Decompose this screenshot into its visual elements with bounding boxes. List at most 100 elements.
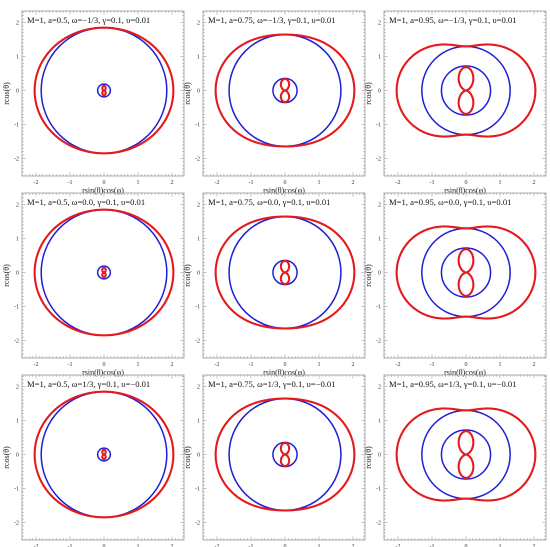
y-tick-label: -1 xyxy=(376,123,381,129)
y-axis-label: rcos(θ) xyxy=(2,446,11,469)
y-tick-label: 1 xyxy=(16,237,19,243)
outer-ergosurface-curve xyxy=(33,390,175,519)
x-tick-label: 2 xyxy=(352,362,355,368)
y-axis-label: rcos(θ) xyxy=(2,82,11,105)
y-axis-label: rcos(θ) xyxy=(364,446,373,469)
y-tick-label: -2 xyxy=(14,339,19,345)
outer-ergosurface-curve xyxy=(214,33,356,148)
x-tick-label: 1 xyxy=(499,544,502,547)
inner-ergosurface-curve xyxy=(457,248,475,297)
x-tick-label: -2 xyxy=(215,544,220,547)
x-tick-label: 2 xyxy=(171,180,174,186)
panel-title: M=1, a=0.75, ω=0.0, γ=0.1, υ=0.01 xyxy=(208,197,330,207)
y-tick-label: -2 xyxy=(376,521,381,527)
y-tick-label: 2 xyxy=(378,203,381,209)
outer-ergosurface-curve xyxy=(395,225,537,320)
x-tick-label: 0 xyxy=(103,180,106,186)
inner-horizon-curve xyxy=(96,83,112,98)
x-tick-label: -1 xyxy=(249,362,254,368)
y-tick-label: 2 xyxy=(16,203,19,209)
plot-frame xyxy=(21,374,185,541)
panel-title: M=1, a=0.95, ω=0.0, γ=0.1, υ=0.01 xyxy=(389,197,511,207)
outer-ergosurface-curve xyxy=(395,43,537,138)
plot-frame xyxy=(383,374,547,541)
panel-6: -2 -1 0 1 2 2 1 0 -1 -2 rsin(θ)cos(φ) rcos(θ) M=1, a… xyxy=(364,192,547,377)
y-axis-label: rcos(θ) xyxy=(183,264,192,287)
x-tick-label: 1 xyxy=(318,180,321,186)
x-tick-label: -2 xyxy=(34,180,39,186)
x-tick-label: 1 xyxy=(137,544,140,547)
panel-5: -2 -1 0 1 2 2 1 0 -1 -2 rsin(θ)cos(φ) rcos(θ) M=1, a… xyxy=(183,192,366,377)
y-tick-label: -1 xyxy=(195,123,200,129)
y-axis-label: rcos(θ) xyxy=(364,82,373,105)
y-tick-label: 1 xyxy=(378,237,381,243)
y-tick-label: 2 xyxy=(378,385,381,391)
x-axis-label: rsin(θ)cos(φ) xyxy=(263,186,305,195)
x-axis-label: rsin(θ)cos(φ) xyxy=(82,186,124,195)
plot-frame xyxy=(202,192,366,359)
panel-title: M=1, a=0.5, ω=1/3, γ=0.1, υ=−0.01 xyxy=(27,379,150,389)
curves xyxy=(395,407,537,502)
inner-ergosurface-curve xyxy=(101,448,107,461)
y-axis-label: rcos(θ) xyxy=(183,446,192,469)
panel-title: M=1, a=0.5, ω=0.0, γ=0.1, υ=0.01 xyxy=(27,197,145,207)
plot-frame xyxy=(21,192,185,359)
x-tick-label: 1 xyxy=(318,544,321,547)
inner-horizon-curve xyxy=(96,447,112,462)
y-tick-label: 0 xyxy=(16,271,19,277)
y-axis-label: rcos(θ) xyxy=(364,264,373,287)
inner-ergosurface-curve xyxy=(279,77,291,104)
x-tick-label: 0 xyxy=(284,180,287,186)
x-tick-label: -2 xyxy=(215,362,220,368)
y-axis-label: rcos(θ) xyxy=(183,82,192,105)
plot-frame xyxy=(383,10,547,177)
x-tick-label: -1 xyxy=(249,180,254,186)
inner-ergosurface-curve xyxy=(457,430,475,479)
x-tick-label: 0 xyxy=(103,362,106,368)
x-axis-label: rsin(θ)cos(φ) xyxy=(444,368,486,377)
y-tick-label: -2 xyxy=(195,521,200,527)
y-tick-label: -2 xyxy=(195,339,200,345)
y-tick-label: 2 xyxy=(197,385,200,391)
inner-ergosurface-curve xyxy=(279,259,291,286)
curves xyxy=(33,26,175,155)
x-tick-label: 0 xyxy=(103,544,106,547)
panel-title: M=1, a=0.75, ω=−1/3, γ=0.1, υ=0.01 xyxy=(208,15,336,25)
x-tick-label: 1 xyxy=(499,180,502,186)
inner-ergosurface-curve xyxy=(101,266,107,279)
y-tick-label: 1 xyxy=(197,237,200,243)
curves xyxy=(395,43,537,138)
inner-horizon-curve xyxy=(440,65,492,116)
y-tick-label: 0 xyxy=(378,453,381,459)
outer-ergosurface-curve xyxy=(395,407,537,502)
curves xyxy=(395,225,537,320)
y-tick-label: 0 xyxy=(197,453,200,459)
x-tick-label: -1 xyxy=(68,544,73,547)
panel-2: -2 -1 0 1 2 2 1 0 -1 -2 rsin(θ)cos(φ) rcos(θ) M=1, a… xyxy=(183,10,366,195)
y-tick-label: 0 xyxy=(197,89,200,95)
y-tick-label: -2 xyxy=(376,157,381,163)
x-tick-label: 1 xyxy=(318,362,321,368)
x-tick-label: -1 xyxy=(430,362,435,368)
x-tick-label: -1 xyxy=(249,544,254,547)
y-tick-label: 0 xyxy=(197,271,200,277)
x-axis-label: rsin(θ)cos(φ) xyxy=(82,368,124,377)
plot-frame xyxy=(21,10,185,177)
x-axis-label: rsin(θ)cos(φ) xyxy=(444,186,486,195)
x-tick-label: -2 xyxy=(396,362,401,368)
x-tick-label: -2 xyxy=(396,544,401,547)
y-tick-label: -1 xyxy=(376,305,381,311)
x-tick-label: 0 xyxy=(465,180,468,186)
y-tick-label: 2 xyxy=(378,21,381,27)
x-tick-label: 2 xyxy=(352,544,355,547)
x-tick-label: -2 xyxy=(34,544,39,547)
y-tick-label: 2 xyxy=(16,385,19,391)
y-tick-label: 1 xyxy=(16,419,19,425)
y-tick-label: -1 xyxy=(195,487,200,493)
panel-title: M=1, a=0.5, ω=−1/3, γ=0.1, υ=0.01 xyxy=(27,15,150,25)
x-tick-label: 1 xyxy=(499,362,502,368)
